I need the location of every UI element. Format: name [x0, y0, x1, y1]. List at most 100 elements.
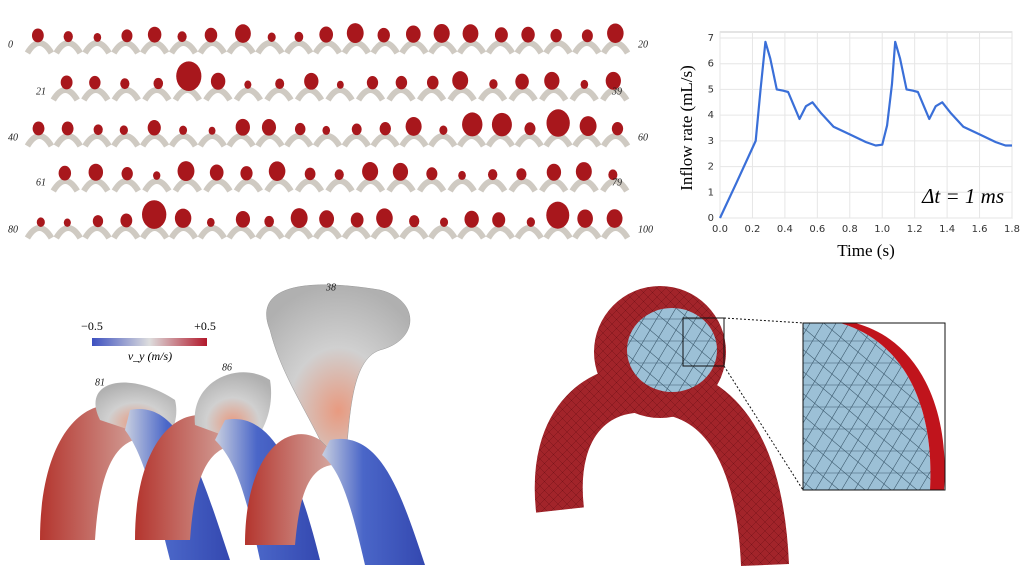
aneurysm	[120, 78, 130, 90]
aneurysm	[515, 73, 529, 90]
vessel	[264, 178, 294, 193]
aneurysm	[575, 162, 592, 181]
vessel	[24, 40, 54, 55]
vessel	[543, 225, 573, 240]
vessel	[543, 133, 573, 148]
x-tick-label: 0.8	[842, 224, 858, 235]
vessel	[572, 225, 602, 240]
vessel	[226, 225, 256, 240]
vessel	[370, 225, 400, 240]
y-tick-label: 2	[708, 162, 714, 173]
vessel	[341, 133, 371, 148]
vessel	[53, 40, 83, 55]
vessel	[428, 133, 458, 148]
x-tick-label: 0.4	[777, 224, 793, 235]
vessel	[428, 40, 458, 55]
vessel	[543, 40, 573, 55]
vessel	[386, 87, 416, 102]
aneurysm	[204, 27, 218, 43]
aneurysm	[433, 23, 450, 43]
vessel	[312, 225, 343, 240]
aneurysm	[426, 75, 439, 90]
x-tick-label: 0.6	[809, 224, 825, 235]
case-label: 81	[95, 377, 105, 388]
aneurysm	[351, 123, 362, 136]
x-tick-label: 0.0	[712, 224, 728, 235]
aneurysm	[379, 122, 391, 136]
x-tick-label: 0.2	[744, 224, 760, 235]
aneurysm	[177, 161, 195, 181]
aneurysm	[268, 161, 286, 181]
aneurysm	[120, 213, 133, 228]
vessel	[81, 87, 111, 102]
aneurysm	[121, 29, 133, 43]
vessel	[140, 40, 170, 55]
aneurysm	[264, 215, 274, 228]
vessel	[168, 40, 199, 55]
aneurysm	[92, 215, 104, 228]
aneurysm	[294, 31, 304, 43]
row-end-label: 39	[611, 86, 622, 97]
vessel	[255, 225, 285, 240]
vessel	[142, 87, 172, 102]
aneurysm	[209, 164, 224, 181]
zoom-line	[723, 317, 804, 324]
vessel	[478, 178, 508, 193]
aneurysm	[546, 163, 562, 181]
aneurysm	[63, 31, 73, 43]
y-tick-label: 0	[708, 213, 714, 224]
aneurysm	[491, 112, 512, 137]
vessel	[284, 40, 314, 55]
vessel	[111, 225, 141, 240]
aneurysm	[141, 200, 167, 229]
vessel	[478, 87, 508, 102]
streamline-panel: v_y (m/s) −0.5 +0.5 81 86 38	[40, 282, 425, 565]
vessel	[572, 133, 602, 148]
aneurysm	[240, 166, 253, 181]
aneurysm	[63, 218, 71, 227]
aneurysm	[409, 215, 420, 228]
vessel	[168, 133, 199, 148]
aneurysm	[579, 116, 597, 136]
aneurysm	[524, 122, 536, 136]
vessel	[370, 40, 400, 55]
vessel	[312, 133, 343, 148]
vessel	[601, 133, 631, 148]
aneurysm	[93, 124, 103, 136]
zoom-line	[723, 365, 804, 491]
x-axis-label: Time (s)	[837, 241, 894, 260]
vessel	[447, 178, 477, 193]
aneurysm	[89, 75, 101, 90]
aneurysm	[304, 167, 316, 181]
aneurysm	[608, 169, 618, 181]
aneurysm	[346, 23, 364, 43]
case-label: 38	[325, 282, 336, 293]
aneurysm	[147, 120, 161, 136]
vessel	[50, 178, 80, 193]
aneurysm	[176, 61, 202, 91]
aneurysm	[550, 28, 562, 43]
y-tick-label: 7	[708, 33, 714, 44]
aneurysm	[405, 117, 422, 136]
aneurysm	[32, 121, 45, 136]
vessel	[341, 40, 371, 55]
vessel	[312, 40, 343, 55]
aneurysm	[462, 24, 479, 43]
aneurysm	[290, 208, 308, 228]
vessel	[600, 87, 630, 102]
aneurysm	[206, 217, 215, 227]
aneurysm	[516, 168, 527, 181]
vessel	[399, 133, 429, 148]
aneurysm	[60, 75, 73, 90]
aneurysm	[319, 26, 334, 43]
aneurysm	[464, 210, 479, 228]
vessel	[514, 40, 544, 55]
vessel	[226, 133, 256, 148]
vessel	[417, 87, 447, 102]
aneurysm	[366, 76, 379, 90]
aneurysm	[544, 71, 560, 90]
vessel	[197, 133, 227, 148]
aneurysm	[489, 79, 498, 89]
vessel	[417, 178, 447, 193]
